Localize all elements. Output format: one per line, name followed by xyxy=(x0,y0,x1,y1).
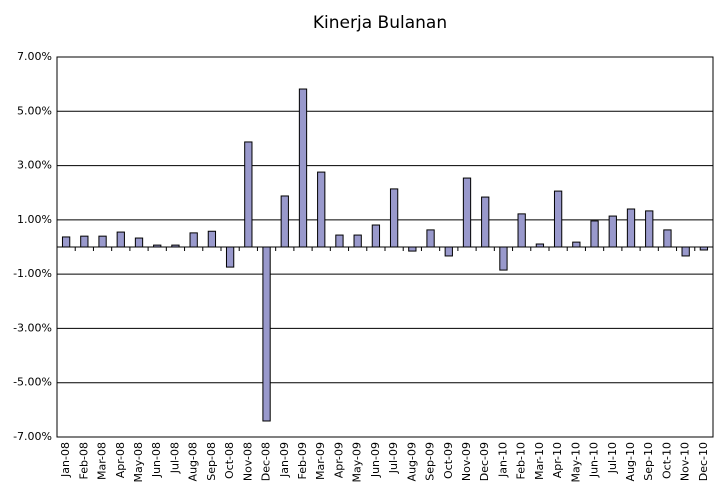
x-tick-label: Jul-10 xyxy=(606,442,619,474)
x-tick-label: Jan-10 xyxy=(496,442,509,478)
x-tick-label: Aug-08 xyxy=(187,442,200,481)
bar xyxy=(535,243,545,248)
x-tick-label: May-10 xyxy=(569,442,582,483)
y-tick-label: 1.00% xyxy=(17,213,52,226)
x-tick-label: Oct-08 xyxy=(223,442,236,479)
bar xyxy=(481,196,490,248)
bar xyxy=(681,246,690,257)
y-tick-label: -1.00% xyxy=(13,267,52,280)
x-tick-label: Nov-10 xyxy=(679,442,692,481)
bar xyxy=(61,236,71,248)
x-tick-label: Sep-10 xyxy=(642,442,655,481)
x-tick-label: Jul-09 xyxy=(387,442,400,474)
x-tick-label: Sep-08 xyxy=(205,442,218,481)
x-tick-label: Apr-09 xyxy=(332,442,345,478)
bar xyxy=(98,235,107,248)
bar xyxy=(408,246,417,252)
bar xyxy=(280,195,289,248)
x-tick-label: Nov-09 xyxy=(460,442,473,481)
x-tick-label: Oct-09 xyxy=(442,442,455,479)
x-tick-label: Jun-09 xyxy=(369,442,382,478)
x-tick-label: Feb-09 xyxy=(296,442,309,479)
x-tick-label: Mar-09 xyxy=(314,442,327,480)
chart-title: Kinerja Bulanan xyxy=(313,13,447,33)
x-tick-label: Oct-10 xyxy=(660,442,673,479)
x-tick-label: Apr-08 xyxy=(114,442,127,478)
x-tick-label: Sep-09 xyxy=(424,442,437,481)
x-tick-label: Aug-09 xyxy=(405,442,418,481)
bar xyxy=(298,88,308,248)
bar xyxy=(207,230,217,248)
y-tick-label: -7.00% xyxy=(13,430,52,443)
x-tick-label: Mar-10 xyxy=(533,442,546,480)
x-tick-label: Jan-09 xyxy=(278,442,291,478)
bar xyxy=(699,246,709,251)
bar xyxy=(462,177,472,248)
bar xyxy=(645,210,654,248)
bar xyxy=(590,220,599,248)
bar xyxy=(153,244,162,248)
bar xyxy=(335,234,344,248)
bar xyxy=(389,188,399,248)
x-tick-label: Aug-10 xyxy=(624,442,637,481)
x-tick-label: Apr-10 xyxy=(551,442,564,478)
bar xyxy=(499,246,508,271)
x-tick-label: Dec-08 xyxy=(260,442,273,481)
bar xyxy=(572,241,581,248)
bar xyxy=(663,229,672,248)
x-tick-label: Nov-08 xyxy=(241,442,254,481)
bar xyxy=(189,232,198,248)
x-tick-label: Feb-10 xyxy=(515,442,528,479)
y-tick-label: -5.00% xyxy=(13,376,52,389)
y-tick-label: 7.00% xyxy=(17,50,52,63)
x-tick-label: May-09 xyxy=(351,442,364,483)
x-tick-label: Dec-10 xyxy=(697,442,710,481)
bar xyxy=(353,234,362,248)
y-tick-label: 5.00% xyxy=(17,104,52,117)
bar xyxy=(171,244,180,248)
bar xyxy=(626,208,636,248)
bar xyxy=(553,190,563,248)
x-tick-label: Feb-08 xyxy=(77,442,90,479)
y-tick-label: 3.00% xyxy=(17,159,52,172)
bar xyxy=(371,224,381,248)
bar xyxy=(426,229,435,248)
bar xyxy=(444,246,453,257)
x-tick-label: Jun-10 xyxy=(588,442,601,478)
y-tick-label: -3.00% xyxy=(13,321,52,334)
x-tick-label: May-08 xyxy=(132,442,145,483)
bar xyxy=(225,246,235,268)
x-tick-label: Dec-09 xyxy=(478,442,491,481)
bar xyxy=(262,246,271,422)
bar xyxy=(134,237,144,248)
bar xyxy=(116,231,125,248)
x-tick-label: Jan-08 xyxy=(59,442,72,478)
x-tick-label: Jun-08 xyxy=(150,442,163,478)
x-tick-label: Jul-08 xyxy=(168,442,181,474)
bar xyxy=(244,141,253,248)
bar xyxy=(317,171,326,248)
x-tick-label: Mar-08 xyxy=(96,442,109,480)
bar xyxy=(80,235,89,248)
bar xyxy=(608,215,617,248)
bar xyxy=(517,213,526,248)
